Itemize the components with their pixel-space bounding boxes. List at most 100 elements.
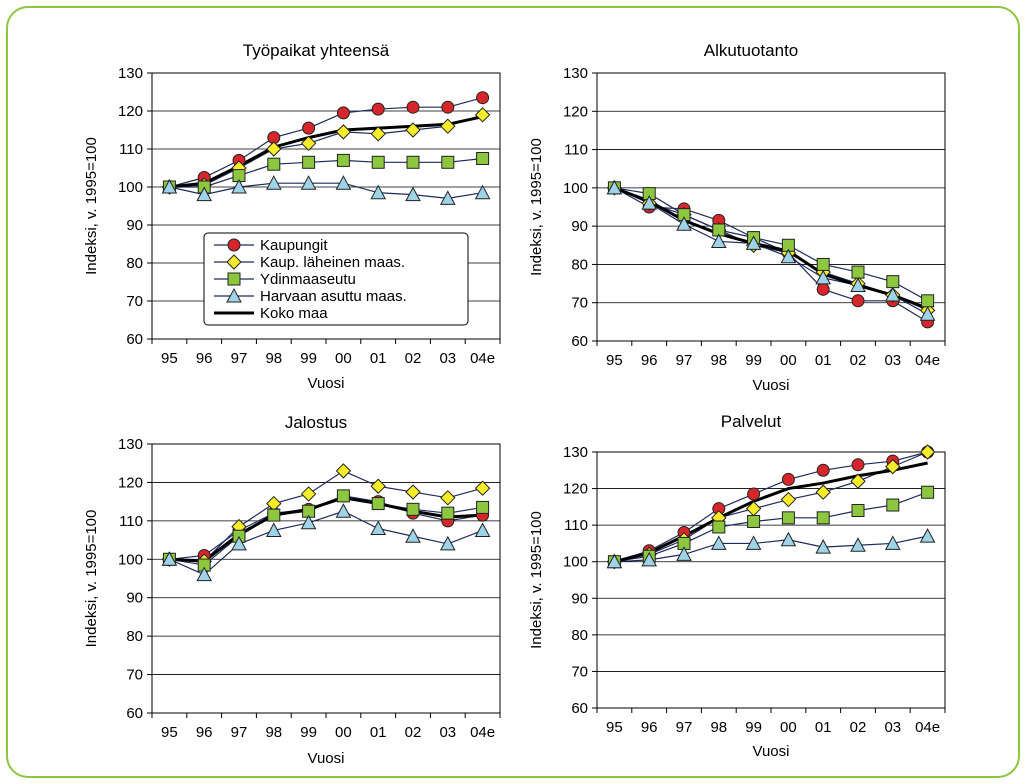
- data-point: [335, 503, 352, 518]
- x-tick-label: 99: [300, 724, 317, 741]
- data-point: [474, 522, 491, 537]
- y-tick-label: 70: [126, 667, 143, 684]
- x-axis-label: Vuosi: [308, 750, 345, 767]
- x-tick-label: 00: [335, 350, 352, 367]
- data-point: [851, 294, 865, 308]
- data-point: [406, 100, 420, 114]
- y-tick-label: 100: [563, 180, 588, 197]
- series-line-harvaan-asuttu-maas-: [169, 182, 483, 200]
- series-line-kaupungit: [169, 97, 483, 188]
- x-tick-label: 00: [335, 724, 352, 741]
- data-point: [919, 444, 936, 460]
- x-tick-label: 97: [676, 719, 693, 736]
- y-tick-label: 70: [126, 293, 143, 310]
- x-tick-label: 01: [815, 352, 832, 369]
- y-tick-label: 60: [126, 705, 143, 722]
- y-tick-label: 130: [563, 444, 588, 461]
- data-point: [371, 497, 385, 511]
- data-point: [265, 175, 282, 190]
- data-point: [336, 106, 350, 120]
- data-point: [884, 287, 901, 302]
- series-line-koko-maa: [614, 461, 928, 564]
- data-point: [196, 186, 213, 202]
- data-point: [919, 306, 936, 321]
- y-tick-label: 110: [119, 513, 143, 530]
- y-tick-label: 90: [126, 217, 143, 234]
- chart-title: Jalostus: [285, 413, 347, 432]
- data-point: [816, 511, 830, 525]
- data-point: [919, 528, 936, 543]
- y-tick-label: 120: [563, 103, 588, 120]
- data-point: [474, 480, 491, 496]
- chart-title: Alkutuotanto: [704, 41, 799, 60]
- data-point: [850, 537, 866, 552]
- data-point: [300, 135, 317, 152]
- data-point: [885, 458, 901, 475]
- data-point: [641, 551, 658, 567]
- chart-tyopaikat: 60 70 80 90 100 110 120 130 95 96 97 98 99 00 01 02 03 04…: [83, 41, 501, 392]
- data-point: [300, 486, 317, 502]
- legend-label: Kaupungit: [260, 237, 328, 254]
- data-point: [886, 498, 900, 512]
- legend-marker: [226, 287, 242, 303]
- data-point: [440, 490, 456, 506]
- y-tick-label: 120: [563, 481, 588, 498]
- data-point: [335, 124, 352, 140]
- data-point: [370, 184, 387, 200]
- series-line-harvaan-asuttu-maas-: [169, 510, 483, 576]
- chart-alkutuotanto: 60 70 80 90 100 110 120 130 95 96 97 98 99 00 01 02 03 04…: [528, 41, 946, 394]
- x-tick-label: 95: [161, 350, 178, 367]
- data-point: [302, 121, 316, 135]
- x-tick-label: 00: [780, 719, 797, 736]
- x-tick-label: 01: [815, 719, 832, 736]
- data-point: [850, 277, 866, 292]
- x-tick-label: 03: [439, 724, 456, 741]
- data-point: [302, 155, 316, 169]
- data-point: [300, 175, 317, 190]
- data-point: [815, 269, 832, 285]
- y-tick-label: 130: [118, 436, 143, 453]
- y-tick-label: 80: [126, 255, 143, 272]
- x-tick-label: 03: [884, 719, 901, 736]
- y-tick-label: 100: [563, 554, 588, 571]
- data-point: [335, 463, 352, 479]
- data-point: [780, 491, 797, 508]
- x-axis-label: Vuosi: [308, 375, 345, 392]
- y-axis-label: Indeksi, v. 1995=100: [528, 511, 545, 649]
- legend-label: Kaup. läheinen maas.: [260, 254, 405, 271]
- data-point: [816, 257, 830, 271]
- data-point: [780, 248, 797, 264]
- x-tick-label: 00: [780, 352, 797, 369]
- y-tick-label: 80: [571, 627, 588, 644]
- x-tick-label: 97: [231, 350, 248, 367]
- y-tick-label: 100: [118, 179, 143, 196]
- series-line-koko-maa: [169, 115, 483, 189]
- x-tick-label: 96: [196, 350, 213, 367]
- data-point: [405, 122, 421, 138]
- series-line-kaup-l-heinen-maas-: [169, 114, 483, 188]
- legend-marker: [227, 272, 241, 286]
- y-tick-label: 90: [571, 590, 588, 607]
- series-line-koko-maa: [169, 496, 483, 563]
- x-axis-label: Vuosi: [753, 743, 790, 760]
- x-tick-label: 02: [405, 724, 422, 741]
- data-point: [371, 102, 385, 116]
- data-point: [406, 502, 420, 516]
- x-tick-label: 97: [231, 724, 248, 741]
- data-point: [231, 178, 247, 194]
- data-point: [439, 535, 456, 551]
- data-point: [370, 126, 386, 142]
- data-point: [441, 155, 455, 169]
- series-line-ydinmaaseutu: [169, 157, 483, 188]
- x-tick-label: 02: [850, 719, 867, 736]
- x-tick-label: 98: [265, 724, 282, 741]
- data-point: [676, 216, 692, 231]
- x-tick-label: 03: [439, 350, 456, 367]
- x-tick-label: 99: [300, 350, 317, 367]
- chart-jalostus: 60 70 80 90 100 110 120 130 95 96 97 98 99 00 01 02 03 04…: [83, 413, 501, 767]
- series-line-ydinmaaseutu: [614, 187, 928, 302]
- data-point: [335, 175, 352, 190]
- x-tick-label: 02: [405, 350, 422, 367]
